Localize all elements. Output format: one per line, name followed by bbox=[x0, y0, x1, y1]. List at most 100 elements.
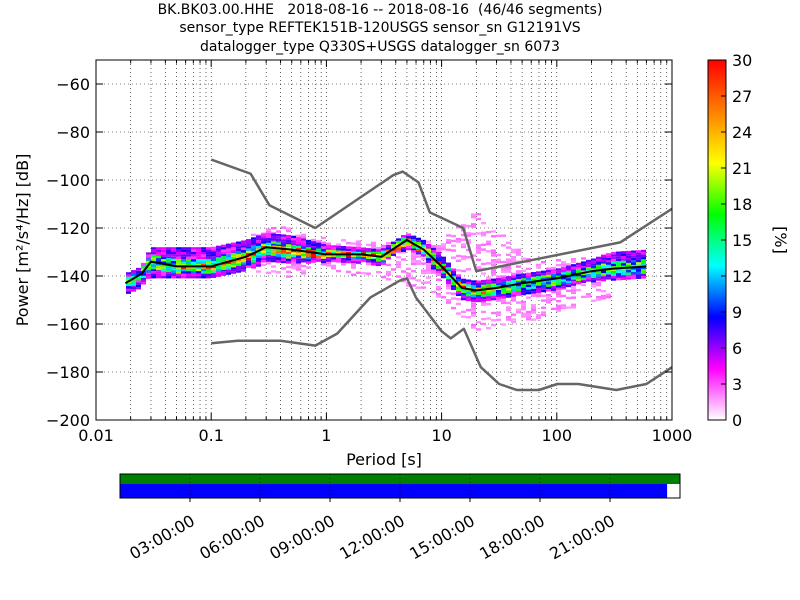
density-cell bbox=[386, 247, 391, 250]
density-cell bbox=[261, 248, 266, 251]
density-cell bbox=[401, 244, 406, 248]
density-cell bbox=[571, 283, 576, 286]
density-cell bbox=[521, 273, 526, 276]
density-cell bbox=[486, 279, 491, 282]
density-cell bbox=[266, 254, 271, 258]
density-cell bbox=[476, 258, 481, 262]
colorbar-tick-label: 24 bbox=[732, 123, 752, 142]
density-cell bbox=[351, 258, 356, 262]
density-cell bbox=[506, 280, 511, 284]
density-cell bbox=[461, 269, 466, 273]
density-cell bbox=[596, 278, 601, 281]
density-cell bbox=[606, 295, 611, 299]
density-cell bbox=[401, 247, 406, 250]
density-cell bbox=[531, 304, 536, 307]
density-cell bbox=[521, 287, 526, 291]
density-cell bbox=[266, 257, 271, 260]
y-tick-label: −60 bbox=[56, 75, 90, 94]
density-cell bbox=[461, 257, 466, 261]
density-cell bbox=[476, 294, 481, 298]
density-cell bbox=[151, 266, 156, 270]
density-cell bbox=[326, 264, 331, 267]
density-cell bbox=[311, 238, 316, 242]
density-cell bbox=[151, 264, 156, 267]
density-cell bbox=[491, 235, 496, 238]
density-cell bbox=[256, 270, 261, 273]
density-cell bbox=[456, 240, 461, 243]
density-cell bbox=[601, 265, 606, 269]
density-cell bbox=[266, 252, 271, 255]
density-cell bbox=[456, 302, 461, 306]
density-cell bbox=[576, 273, 581, 277]
density-cell bbox=[571, 258, 576, 261]
density-cell bbox=[641, 252, 646, 255]
density-cell bbox=[451, 287, 456, 291]
density-cell bbox=[531, 276, 536, 280]
density-cell bbox=[536, 266, 541, 269]
density-cell bbox=[556, 273, 561, 276]
density-cell bbox=[221, 260, 226, 263]
density-cell bbox=[181, 247, 186, 250]
density-cell bbox=[441, 259, 446, 262]
chart-title-line-2: sensor_type REFTEK151B-120USGS sensor_sn… bbox=[179, 20, 581, 36]
density-cell bbox=[541, 280, 546, 283]
density-cell bbox=[246, 265, 251, 268]
density-cell bbox=[296, 239, 301, 242]
density-cell bbox=[621, 258, 626, 261]
density-cell bbox=[616, 265, 621, 269]
density-cell bbox=[281, 258, 286, 261]
density-cell bbox=[491, 323, 496, 327]
density-cell bbox=[556, 292, 561, 296]
density-cell bbox=[261, 236, 266, 239]
density-cell bbox=[286, 261, 291, 264]
density-cell bbox=[451, 306, 456, 310]
density-cell bbox=[331, 250, 336, 253]
density-cell bbox=[616, 263, 621, 266]
density-cell bbox=[586, 269, 591, 272]
density-cell bbox=[396, 256, 401, 259]
y-tick-label: −140 bbox=[46, 267, 90, 286]
density-cell bbox=[411, 277, 416, 280]
density-cell bbox=[451, 256, 456, 259]
density-cell bbox=[186, 261, 191, 264]
density-cell bbox=[481, 233, 486, 237]
density-cell bbox=[276, 257, 281, 261]
density-cell bbox=[636, 259, 641, 263]
density-cell bbox=[581, 270, 586, 273]
density-cell bbox=[521, 283, 526, 286]
density-cell bbox=[501, 275, 506, 278]
density-cell bbox=[421, 281, 426, 284]
density-cell bbox=[211, 258, 216, 261]
y-tick-label: −80 bbox=[56, 123, 90, 142]
density-cell bbox=[226, 243, 231, 247]
density-cell bbox=[391, 253, 396, 257]
density-cell bbox=[401, 239, 406, 243]
density-cell bbox=[276, 248, 281, 251]
density-cell bbox=[306, 242, 311, 245]
density-cell bbox=[231, 271, 236, 274]
density-cell bbox=[326, 259, 331, 262]
density-cell bbox=[336, 257, 341, 261]
density-cell bbox=[221, 251, 226, 255]
density-cell bbox=[501, 293, 506, 297]
density-cell bbox=[511, 277, 516, 281]
density-cell bbox=[616, 253, 621, 257]
density-cell bbox=[241, 255, 246, 258]
density-cell bbox=[506, 316, 511, 319]
density-cell bbox=[196, 249, 201, 252]
density-cell bbox=[431, 262, 436, 265]
density-cell bbox=[596, 256, 601, 260]
density-cell bbox=[416, 240, 421, 243]
density-cell bbox=[521, 307, 526, 311]
density-cell bbox=[366, 256, 371, 260]
density-cell bbox=[486, 298, 491, 301]
density-cell bbox=[461, 310, 466, 314]
density-cell bbox=[596, 298, 601, 301]
density-cell bbox=[471, 302, 476, 305]
density-cell bbox=[186, 271, 191, 274]
density-cell bbox=[611, 268, 616, 272]
density-cell bbox=[616, 270, 621, 274]
density-cell bbox=[471, 297, 476, 300]
density-cell bbox=[286, 265, 291, 269]
density-cell bbox=[511, 299, 516, 302]
